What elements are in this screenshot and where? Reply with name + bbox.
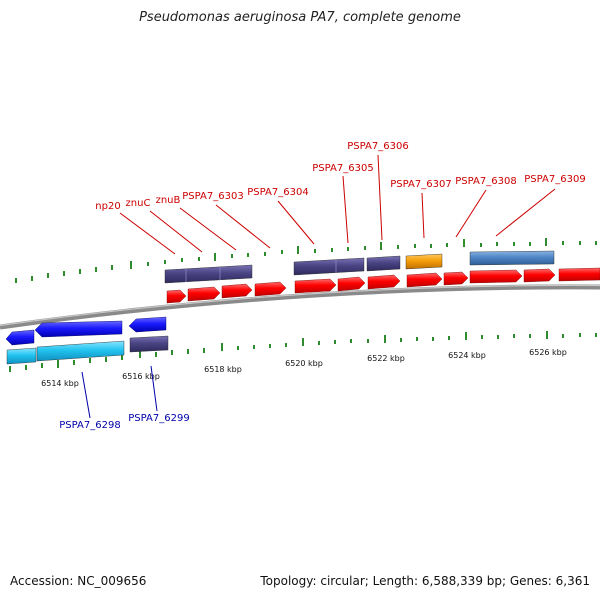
gene-arrow xyxy=(558,267,600,282)
forward-callout-lines xyxy=(119,154,556,255)
reverse-callout-lines xyxy=(81,365,158,419)
reverse-gene-arrows xyxy=(5,316,167,346)
gene-arrow xyxy=(34,320,123,338)
kbp-tick-label: 6520 kbp xyxy=(285,359,323,368)
gene-block xyxy=(405,253,443,270)
gene-block xyxy=(36,340,125,362)
gene-label-znuB[interactable]: znuB xyxy=(156,195,181,206)
kbp-tick-label: 6516 kbp xyxy=(122,372,160,381)
kbp-tick-label: 6514 kbp xyxy=(41,379,79,388)
genome-backbone-highlight xyxy=(0,284,600,327)
gene-arrow xyxy=(187,286,221,302)
gene-arrow xyxy=(254,281,287,297)
gene-label-PSPA7_6299[interactable]: PSPA7_6299 xyxy=(128,413,189,424)
reverse-outer-track xyxy=(6,335,169,365)
gene-arrow xyxy=(166,289,187,304)
kbp-tick-label: 6526 kbp xyxy=(529,348,567,357)
gene-arrow xyxy=(469,269,523,284)
gene-block xyxy=(164,264,253,284)
kbp-tick-label: 6524 kbp xyxy=(448,351,486,360)
gene-arrow xyxy=(367,274,401,290)
genome-backbone xyxy=(0,284,600,330)
reverse-gene-labels: PSPA7_6298 PSPA7_6299 xyxy=(59,413,189,431)
kbp-tick-label: 6522 kbp xyxy=(367,354,405,363)
gene-block xyxy=(6,347,37,365)
gene-label-PSPA7_6304[interactable]: PSPA7_6304 xyxy=(247,187,308,198)
gene-label-PSPA7_6303[interactable]: PSPA7_6303 xyxy=(182,191,243,202)
gene-label-PSPA7_6307[interactable]: PSPA7_6307 xyxy=(390,179,451,190)
kbp-tick-label: 6518 kbp xyxy=(204,365,242,374)
gene-block xyxy=(293,257,365,276)
gene-arrow xyxy=(337,276,366,292)
gene-label-PSPA7_6308[interactable]: PSPA7_6308 xyxy=(455,176,516,187)
gene-block xyxy=(469,250,555,266)
gene-arrow xyxy=(221,283,253,299)
gene-label-PSPA7_6305[interactable]: PSPA7_6305 xyxy=(312,163,373,174)
gene-label-np20[interactable]: np20 xyxy=(95,201,120,212)
gene-arrow xyxy=(294,278,337,294)
gene-label-znuC[interactable]: znuC xyxy=(126,198,151,209)
gene-arrow xyxy=(5,329,35,346)
forward-outer-track xyxy=(164,250,555,284)
gene-label-PSPA7_6309[interactable]: PSPA7_6309 xyxy=(524,174,585,185)
gene-arrow xyxy=(523,268,556,283)
gene-block xyxy=(366,255,401,272)
gene-arrow xyxy=(128,316,167,333)
gene-label-PSPA7_6306[interactable]: PSPA7_6306 xyxy=(347,141,408,152)
upper-tick-ring xyxy=(15,238,597,283)
kbp-tick-labels: 6514 kbp 6516 kbp 6518 kbp 6520 kbp 6522… xyxy=(41,348,567,388)
topology-text: Topology: circular; Length: 6,588,339 bp… xyxy=(260,574,590,588)
gene-block xyxy=(129,335,169,353)
gene-arrow xyxy=(443,271,469,286)
forward-gene-labels: np20 znuC znuB PSPA7_6303 PSPA7_6304 PSP… xyxy=(95,141,585,212)
accession-text: Accession: NC_009656 xyxy=(10,574,147,588)
gene-label-PSPA7_6298[interactable]: PSPA7_6298 xyxy=(59,420,120,431)
gene-arrow xyxy=(406,272,443,288)
map-title: Pseudomonas aeruginosa PA7, complete gen… xyxy=(139,10,461,25)
forward-gene-arrows xyxy=(166,267,600,304)
